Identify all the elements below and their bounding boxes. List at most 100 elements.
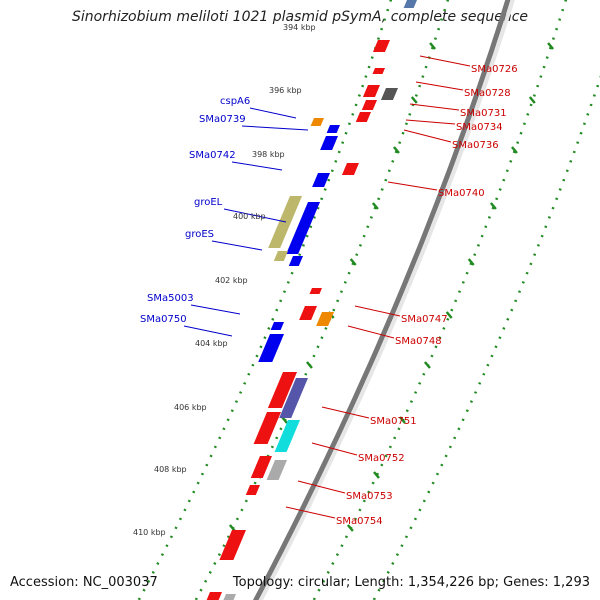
kbp-label: 402 kbp: [215, 276, 248, 285]
reverse-gene-block: [245, 485, 260, 495]
reverse-gene-label: SMa0736: [452, 140, 499, 151]
reverse-gene-block: [279, 378, 308, 418]
reverse-gene-label: SMa0728: [464, 88, 511, 99]
scale-tick: [423, 361, 431, 369]
forward-gene-label: cspA6: [220, 96, 250, 107]
scale-tick: [373, 471, 380, 479]
backbone-highlight: [258, 0, 515, 600]
kbp-label: 396 kbp: [269, 86, 302, 95]
forward-leader-line: [241, 125, 309, 131]
map-title: Sinorhizobium meliloti 1021 plasmid pSym…: [71, 9, 529, 25]
forward-leader-line: [249, 107, 297, 119]
kbp-label: 406 kbp: [174, 403, 207, 412]
scale-tick: [399, 416, 406, 424]
reverse-leader-line: [354, 305, 401, 317]
reverse-gene-block: [372, 40, 390, 52]
reverse-gene-block: [274, 420, 300, 452]
reverse-gene-label: SMa0734: [456, 122, 503, 133]
forward-gene-block: [286, 202, 320, 254]
forward-leader-line: [183, 325, 233, 337]
topology-summary: Topology: circular; Length: 1,354,226 bp…: [232, 575, 590, 590]
forward-gene-block: [312, 173, 330, 187]
reverse-gene-label: SMa0748: [395, 336, 442, 347]
reverse-leader-line: [347, 325, 395, 339]
reverse-leader-line: [415, 81, 464, 91]
reverse-gene-block: [316, 312, 334, 326]
reverse-leader-line: [419, 55, 471, 67]
inner-right-dots: [312, 0, 568, 600]
reverse-gene-block: [206, 592, 222, 600]
reverse-leader-line: [405, 119, 456, 125]
reverse-leader-line: [387, 181, 438, 191]
forward-gene-label: groEL: [194, 197, 223, 208]
reverse-gene-block: [341, 163, 359, 175]
kbp-label: 400 kbp: [233, 212, 266, 221]
reverse-gene-block: [403, 0, 417, 8]
reverse-leader-line: [311, 442, 358, 456]
kbp-label: 410 kbp: [133, 528, 166, 537]
scale-tick: [392, 146, 400, 154]
forward-leader-line: [223, 208, 287, 223]
scale-tick: [371, 202, 379, 210]
reverse-gene-label: SMa0726: [471, 64, 518, 75]
reverse-gene-block: [380, 88, 398, 100]
reverse-gene-block: [250, 456, 272, 478]
reverse-gene-block: [266, 460, 287, 480]
forward-leader-line: [211, 240, 263, 251]
kbp-label: 404 kbp: [195, 339, 228, 348]
scale-tick: [510, 146, 518, 154]
reverse-gene-label: SMa0731: [460, 108, 507, 119]
reverse-gene-label: SMa0754: [336, 516, 383, 527]
forward-gene-block: [288, 256, 303, 266]
reverse-gene-label: SMa0752: [358, 453, 405, 464]
forward-gene-block: [310, 118, 324, 126]
reverse-gene-label: SMa0753: [346, 491, 393, 502]
scale-tick: [467, 258, 475, 266]
forward-gene-block: [273, 251, 288, 261]
reverse-gene-block: [309, 288, 322, 294]
accession-text: Accession: NC_003037: [10, 575, 158, 590]
reverse-gene-block: [361, 100, 377, 110]
reverse-leader-line: [321, 406, 370, 419]
kbp-label: 394 kbp: [283, 23, 316, 32]
reverse-gene-block: [372, 68, 385, 74]
scale-tick: [489, 202, 497, 210]
forward-gene-label: SMa0739: [199, 114, 246, 125]
reverse-gene-block: [253, 412, 281, 444]
backbone-ring: [252, 0, 511, 600]
reverse-gene-block: [223, 594, 236, 600]
forward-gene-block: [326, 125, 340, 133]
reverse-gene-block: [355, 112, 371, 122]
reverse-gene-block: [362, 85, 380, 97]
forward-gene-label: SMa5003: [147, 293, 194, 304]
reverse-leader-line: [403, 129, 452, 143]
scale-tick: [410, 96, 418, 104]
scale-tick: [346, 524, 354, 532]
scale-tick: [445, 311, 453, 319]
reverse-leader-line: [297, 480, 346, 494]
forward-leader-line: [231, 161, 283, 171]
forward-gene-block: [258, 334, 284, 362]
reverse-leader-line: [409, 103, 460, 111]
forward-gene-label: SMa0742: [189, 150, 236, 161]
scale-tick: [547, 42, 555, 50]
reverse-gene-block: [267, 372, 297, 408]
scale-tick: [528, 96, 536, 104]
reverse-gene-label: SMa0747: [401, 314, 448, 325]
kbp-label: 408 kbp: [154, 465, 187, 474]
forward-gene-label: SMa0750: [140, 314, 187, 325]
reverse-gene-block: [219, 530, 246, 560]
outer-right-dots: [372, 75, 600, 600]
reverse-gene-label: SMa0751: [370, 416, 417, 427]
forward-gene-label: groES: [185, 229, 214, 240]
scale-tick: [305, 361, 313, 369]
scale-tick: [429, 42, 437, 50]
reverse-gene-block: [299, 306, 317, 320]
scale-tick: [349, 258, 357, 266]
outer-left-dots: [137, 0, 393, 600]
forward-gene-block: [270, 322, 284, 330]
reverse-gene-label: SMa0740: [438, 188, 485, 199]
kbp-label: 398 kbp: [252, 150, 285, 159]
